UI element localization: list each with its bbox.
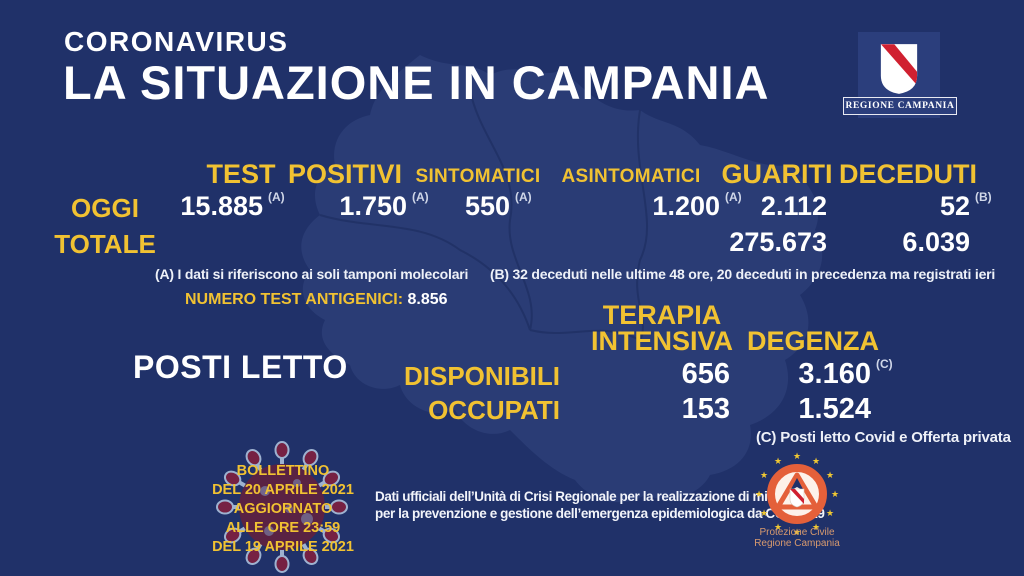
svg-text:★: ★ (812, 457, 820, 467)
svg-text:★: ★ (793, 528, 801, 537)
value-occupati-degenza: 1.524 (798, 393, 871, 425)
svg-text:★: ★ (760, 509, 768, 519)
footnote-b: (B) 32 deceduti nelle ultime 48 ore, 20 … (490, 266, 996, 282)
antigenic-tests-line: NUMERO TEST ANTIGENICI: 8.856 (185, 291, 448, 309)
value-deceduti-totale: 6.039 (902, 227, 970, 257)
coronavirus-icon (216, 441, 348, 573)
value-disponibili-degenza: 3.160 (C) (798, 357, 893, 390)
header-terapia-intensiva-line1: TERAPIA (602, 300, 722, 330)
header-terapia-intensiva-line2: INTENSIVA (590, 326, 734, 356)
footnote-marker-a: (A) (515, 190, 532, 204)
svg-text:★: ★ (812, 523, 820, 533)
svg-text:★: ★ (831, 490, 839, 500)
row-label-oggi: OGGI (71, 193, 139, 223)
campania-shield-icon (880, 44, 918, 94)
footnote-a: (A) I dati si riferiscono ai soli tampon… (155, 266, 469, 282)
footer-note-line1: Dati ufficiali dell’Unità di Crisi Regio… (375, 489, 795, 504)
value-disponibili-intensiva: 656 (681, 358, 730, 390)
svg-text:★: ★ (826, 509, 834, 519)
col-header-asintomatici: ASINTOMATICI (561, 166, 701, 187)
protezione-civile-label-line1: Protezione Civile (759, 527, 835, 538)
svg-text:★: ★ (755, 490, 763, 500)
bulletin-line2: DEL 20 APRILE 2021 (212, 482, 354, 498)
svg-text:★: ★ (826, 471, 834, 481)
antigenic-tests-label: NUMERO TEST ANTIGENICI: (185, 291, 404, 308)
svg-text:★: ★ (774, 457, 782, 467)
value-deceduti-oggi: 52 (B) (939, 190, 992, 221)
value-sintomatici-oggi: 550 (A) (464, 190, 532, 221)
regione-campania-label: REGIONE CAMPANIA (843, 97, 957, 115)
value-asintomatici-oggi: 1.200 (A) (652, 190, 742, 221)
bulletin-line5: DEL 19 APRILE 2021 (212, 539, 354, 555)
row-label-totale: TOTALE (54, 229, 156, 259)
poster-title-line2: LA SITUAZIONE IN CAMPANIA (63, 56, 770, 109)
protezione-civile-icon: ★ ★ ★ ★ ★ ★ ★ ★ ★ ★ ★ ★ (755, 452, 839, 537)
value-occupati-intensiva: 153 (681, 393, 730, 425)
value-test-oggi: 15.885 (A) (180, 190, 285, 221)
antigenic-tests-value: 8.856 (407, 291, 448, 308)
footnote-marker-a: (A) (268, 190, 285, 204)
footer-note-line2: per la prevenzione e gestione dell’emerg… (375, 506, 825, 521)
footnote-marker-a: (A) (412, 190, 429, 204)
poster-title-line1: CORONAVIRUS (64, 26, 289, 57)
value-guariti-oggi: 2.112 (760, 191, 827, 221)
col-header-positivi: POSITIVI (287, 159, 403, 189)
footnote-c: (C) Posti letto Covid e Offerta privata (756, 429, 1011, 446)
section-title-posti-letto: POSTI LETTO (133, 349, 348, 385)
svg-text:★: ★ (760, 471, 768, 481)
value-positivi-oggi: 1.750 (A) (339, 190, 429, 221)
col-header-deceduti: DECEDUTI (838, 159, 978, 189)
row-label-disponibili: DISPONIBILI (403, 361, 560, 391)
footnote-marker-a: (A) (725, 190, 742, 204)
bulletin-line3: AGGIORNATO (233, 501, 333, 517)
col-header-test: TEST (206, 159, 276, 189)
row-label-occupati: OCCUPATI (428, 395, 560, 425)
header-degenza: DEGENZA (746, 326, 880, 356)
svg-text:★: ★ (774, 523, 782, 533)
footnote-marker-b: (B) (975, 190, 992, 204)
bulletin-line4: ALLE ORE 23:59 (225, 520, 341, 536)
protezione-civile-label-line2: Regione Campania (754, 538, 840, 549)
bulletin-line1: BOLLETTINO (236, 463, 330, 479)
value-guariti-totale: 275.673 (729, 227, 827, 257)
col-header-sintomatici: SINTOMATICI (415, 166, 541, 187)
footnote-marker-c: (C) (876, 357, 893, 371)
svg-text:★: ★ (793, 452, 801, 462)
col-header-guariti: GUARITI (721, 159, 833, 189)
